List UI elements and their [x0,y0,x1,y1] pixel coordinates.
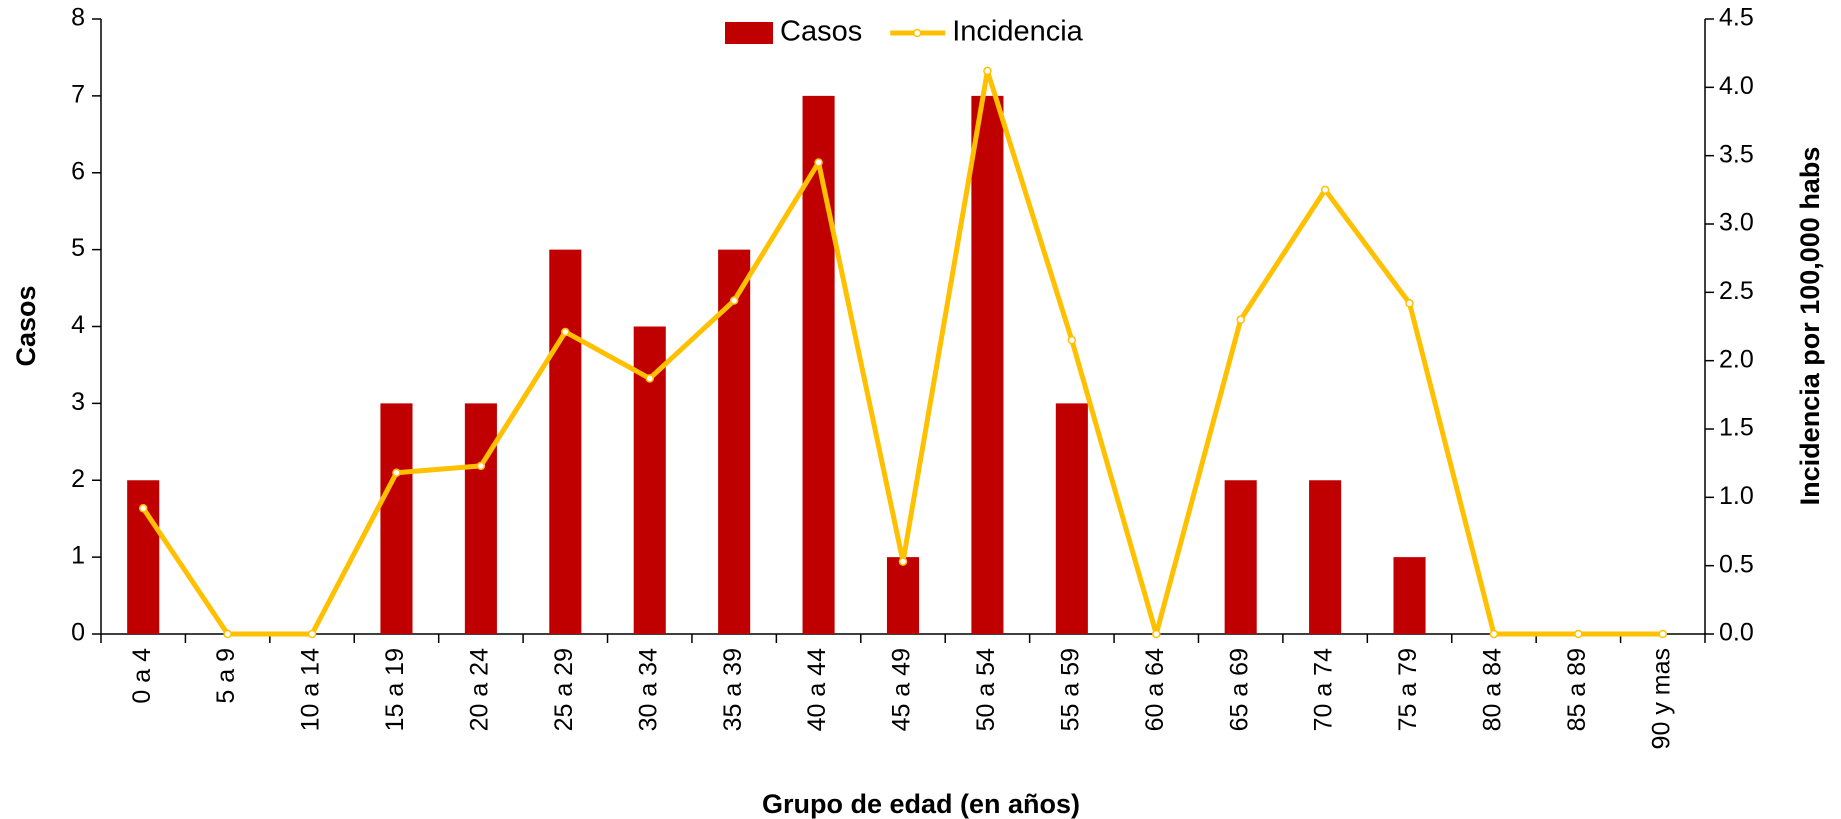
line-marker [223,629,232,639]
y-tick-label: 2 [71,465,85,493]
line-marker [1489,629,1499,639]
bar [1055,403,1088,634]
y2-tick-label: 0.0 [1719,619,1754,647]
y2-tick-label: 4.5 [1719,4,1754,32]
bar [1224,480,1257,634]
x-tick-label: 30 a 34 [634,648,662,732]
y-tick-label: 6 [71,157,85,185]
bar [380,403,413,634]
line-marker [1236,315,1245,324]
bar [464,403,497,634]
x-tick-label: 5 a 9 [212,648,240,704]
line-marker [476,461,486,471]
x-tick-label: 0 a 4 [128,648,156,704]
x-axis-title: Grupo de edad (en años) [762,789,1080,819]
bar [971,95,1004,634]
y2-axis-title: Incidencia por 100,000 habs [1795,147,1825,506]
y-tick-label: 1 [71,542,85,570]
x-tick-label: 90 y mas [1647,648,1675,749]
y-axis-title: Casos [11,285,41,366]
y2-tick-label: 3.0 [1719,209,1754,237]
line-marker [561,327,570,337]
line [141,68,1663,637]
x-tick-label: 55 a 59 [1056,648,1084,731]
x-tick-label: 20 a 24 [466,648,494,732]
y-tick-label: 7 [71,80,85,108]
line-marker [1320,185,1330,195]
line-marker [138,504,148,513]
y-tick-label: 0 [71,619,85,647]
line-marker [1152,629,1161,639]
x-tick-label: 70 a 74 [1310,648,1338,732]
bar [886,557,920,634]
x-tick-label: 45 a 49 [888,648,916,731]
y-tick-label: 5 [71,234,85,262]
y2-tick-label: 3.5 [1719,140,1754,168]
y2-tick-label: 1.0 [1719,482,1754,510]
legend-marker [912,28,922,38]
line-marker [983,66,992,76]
y2-tick-label: 2.5 [1719,277,1754,305]
y-tick-label: 3 [71,388,85,416]
line-marker [814,158,823,167]
bar [718,249,751,634]
y2-tick-label: 1.5 [1719,414,1754,442]
line-marker [1405,299,1414,308]
line-marker [729,296,739,305]
x-tick-label: 35 a 39 [719,648,747,731]
line-marker [645,374,654,383]
legend-swatch [725,22,773,44]
line-marker [1067,335,1077,345]
line-marker [898,557,908,566]
bar [1309,480,1342,634]
x-tick-label: 25 a 29 [550,648,578,731]
legend-label: Casos [780,16,862,48]
x-tick-label: 60 a 64 [1141,648,1169,732]
bar [549,249,582,634]
y-tick-label: 4 [71,311,85,339]
x-tick-label: 75 a 79 [1394,648,1422,731]
x-tick-label: 50 a 54 [972,648,1000,732]
y2-tick-label: 0.5 [1719,550,1754,578]
bar [802,95,835,634]
line-marker [392,468,401,477]
line-marker [307,629,317,639]
x-tick-label: 40 a 44 [803,648,831,732]
y-tick-label: 8 [71,4,85,32]
bar [127,480,160,634]
x-tick-label: 65 a 69 [1225,648,1253,731]
x-tick-label: 80 a 84 [1479,648,1507,732]
y2-tick-label: 2.0 [1719,345,1754,373]
y2-tick-label: 4.0 [1719,72,1754,100]
x-tick-label: 10 a 14 [297,648,325,732]
legend-label: Incidencia [952,16,1083,48]
line-marker [1574,629,1583,639]
line-marker [1658,629,1668,639]
bar [1393,557,1426,634]
x-tick-label: 15 a 19 [381,648,409,731]
x-tick-label: 85 a 89 [1563,648,1591,731]
